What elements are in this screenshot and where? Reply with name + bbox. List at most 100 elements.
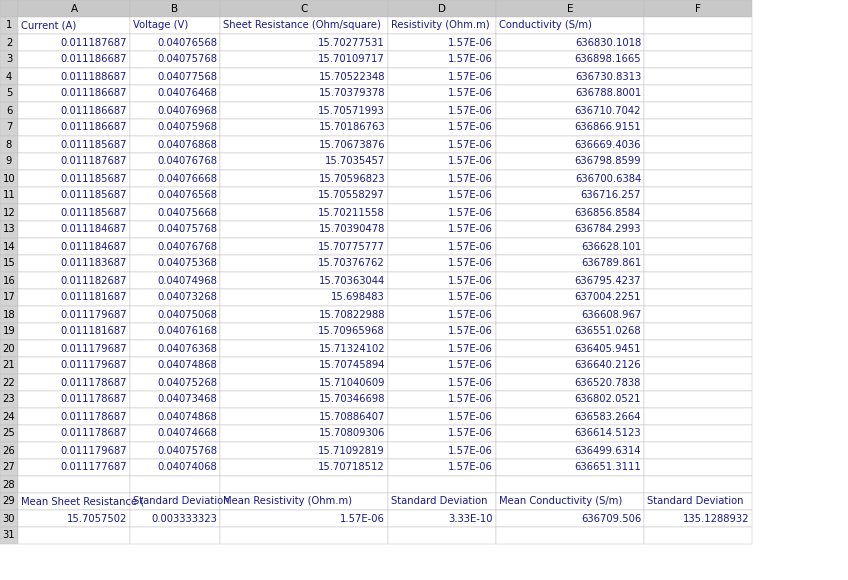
Text: 8: 8 (6, 140, 12, 150)
Text: 0.04075768: 0.04075768 (157, 55, 217, 64)
Text: 0.04076968: 0.04076968 (157, 106, 217, 115)
Bar (496, 425, 644, 442)
Bar (0, 323, 18, 340)
Bar (388, 408, 496, 425)
Bar (644, 323, 752, 340)
Bar (0, 408, 18, 425)
Text: 17: 17 (3, 292, 15, 303)
Bar (644, 476, 752, 493)
Text: 7: 7 (6, 122, 12, 132)
Text: 19: 19 (3, 327, 15, 336)
Bar (496, 34, 644, 51)
Bar (496, 255, 644, 272)
Bar (644, 510, 752, 527)
Bar (18, 85, 130, 102)
Text: 0.011187687: 0.011187687 (60, 38, 127, 48)
Text: 23: 23 (3, 394, 15, 404)
Text: 15.70376762: 15.70376762 (318, 259, 385, 269)
Text: 15.7057502: 15.7057502 (67, 513, 127, 524)
Bar (388, 357, 496, 374)
Bar (644, 340, 752, 357)
Text: 0.04076468: 0.04076468 (157, 89, 217, 99)
Text: D: D (438, 3, 446, 13)
Bar (644, 408, 752, 425)
Bar (18, 493, 130, 510)
Bar (0, 374, 18, 391)
Bar (644, 272, 752, 289)
Text: 0.011179687: 0.011179687 (60, 361, 127, 371)
Text: 1.57E-06: 1.57E-06 (448, 394, 493, 404)
Bar (644, 136, 752, 153)
Bar (388, 136, 496, 153)
Text: 0.04077568: 0.04077568 (157, 71, 217, 82)
Text: 1.57E-06: 1.57E-06 (448, 292, 493, 303)
Bar (0, 357, 18, 374)
Bar (220, 255, 388, 272)
Text: 0.011185687: 0.011185687 (60, 190, 127, 201)
Text: 15.7035457: 15.7035457 (325, 157, 385, 166)
Text: 1.57E-06: 1.57E-06 (448, 276, 493, 285)
Text: 1.57E-06: 1.57E-06 (448, 378, 493, 387)
Text: 1.57E-06: 1.57E-06 (448, 208, 493, 218)
Bar (496, 357, 644, 374)
Text: 636614.5123: 636614.5123 (574, 429, 641, 438)
Text: 1.57E-06: 1.57E-06 (340, 513, 385, 524)
Text: 1.57E-06: 1.57E-06 (448, 445, 493, 455)
Text: 0.011179687: 0.011179687 (60, 343, 127, 353)
Text: Standard Deviation: Standard Deviation (391, 496, 488, 506)
Text: 15.70596823: 15.70596823 (318, 173, 385, 183)
Bar (388, 34, 496, 51)
Text: 15.70109717: 15.70109717 (318, 55, 385, 64)
Text: 5: 5 (6, 89, 12, 99)
Bar (0, 340, 18, 357)
Text: 0.04075968: 0.04075968 (157, 122, 217, 132)
Bar (130, 221, 220, 238)
Text: 9: 9 (6, 157, 12, 166)
Text: 0.04076568: 0.04076568 (157, 190, 217, 201)
Bar (220, 102, 388, 119)
Text: 0.011186687: 0.011186687 (60, 55, 127, 64)
Bar (130, 323, 220, 340)
Text: 0.04076768: 0.04076768 (157, 157, 217, 166)
Bar (0, 136, 18, 153)
Bar (496, 221, 644, 238)
Text: 15.70718512: 15.70718512 (318, 462, 385, 473)
Bar (130, 374, 220, 391)
Bar (18, 102, 130, 119)
Bar (18, 340, 130, 357)
Text: 15.70346698: 15.70346698 (319, 394, 385, 404)
Bar (388, 187, 496, 204)
Bar (0, 102, 18, 119)
Text: 1.57E-06: 1.57E-06 (448, 224, 493, 234)
Bar (496, 527, 644, 544)
Bar (18, 221, 130, 238)
Bar (18, 204, 130, 221)
Text: 636898.1665: 636898.1665 (574, 55, 641, 64)
Text: 16: 16 (3, 276, 15, 285)
Bar (496, 102, 644, 119)
Bar (220, 238, 388, 255)
Text: 15.70211558: 15.70211558 (318, 208, 385, 218)
Text: 15: 15 (3, 259, 15, 269)
Bar (220, 527, 388, 544)
Text: 0.04075768: 0.04075768 (157, 224, 217, 234)
Text: 15.70186763: 15.70186763 (318, 122, 385, 132)
Bar (220, 476, 388, 493)
Text: 30: 30 (3, 513, 15, 524)
Bar (130, 0, 220, 17)
Bar (18, 170, 130, 187)
Bar (388, 510, 496, 527)
Bar (496, 442, 644, 459)
Bar (388, 68, 496, 85)
Bar (0, 187, 18, 204)
Text: 1.57E-06: 1.57E-06 (448, 343, 493, 353)
Bar (220, 391, 388, 408)
Bar (496, 51, 644, 68)
Bar (18, 289, 130, 306)
Bar (388, 85, 496, 102)
Text: 15.71092819: 15.71092819 (318, 445, 385, 455)
Bar (388, 391, 496, 408)
Bar (130, 255, 220, 272)
Bar (220, 425, 388, 442)
Bar (130, 136, 220, 153)
